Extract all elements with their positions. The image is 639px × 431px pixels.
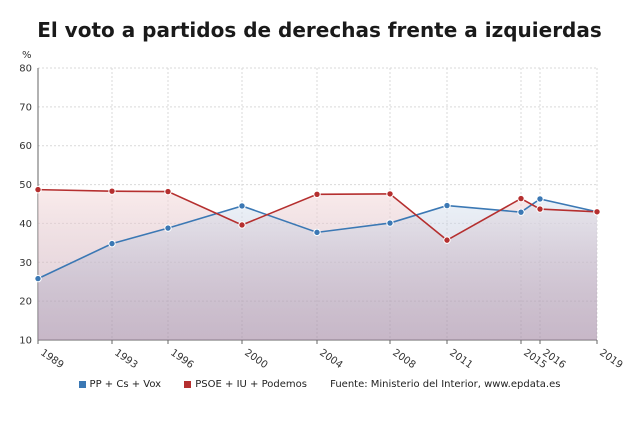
series-line-right <box>37 198 598 280</box>
y-tick-label-20: 20 <box>19 297 32 308</box>
point-right-2000 <box>238 202 246 210</box>
series-line-left <box>37 188 598 242</box>
x-tick-label-1989: 1989 <box>38 347 65 371</box>
x-tick-label-2008: 2008 <box>390 347 417 371</box>
x-tick-label-2004: 2004 <box>317 347 344 371</box>
point-right-2004 <box>313 228 321 237</box>
y-tick-label-60: 60 <box>19 141 32 152</box>
legend-item-left: PSOE + IU + Podemos <box>184 379 310 390</box>
y-tick-label-40: 40 <box>19 219 32 230</box>
legend-label-left: PSOE + IU + Podemos <box>195 379 307 390</box>
point-left-1989 <box>34 185 42 194</box>
x-tick-label-2011: 2011 <box>447 347 474 371</box>
x-tick-label-2019: 2019 <box>597 347 624 371</box>
legend-swatch-left <box>184 380 192 388</box>
point-right-1993 <box>108 239 116 248</box>
x-tick-label-1996: 1996 <box>168 347 195 371</box>
point-left-1993 <box>108 187 116 195</box>
legend-swatch-right <box>78 380 86 388</box>
y-tick-label-70: 70 <box>19 102 32 113</box>
point-left-2011 <box>443 236 451 244</box>
legend-label-right: PP + Cs + Vox <box>89 379 162 390</box>
point-left-2019 <box>593 208 601 216</box>
point-right-2015 <box>517 208 525 216</box>
point-right-1989 <box>34 274 42 283</box>
x-tick-label-1993: 1993 <box>112 347 139 371</box>
point-left-2016 <box>536 205 544 213</box>
x-tick-label-2000: 2000 <box>242 347 269 371</box>
point-left-1996 <box>164 187 172 196</box>
y-axis-label: % <box>22 50 32 61</box>
legend-item-right: PP + Cs + Vox <box>78 379 165 390</box>
point-left-2000 <box>238 221 246 229</box>
y-tick-label-50: 50 <box>19 180 32 191</box>
y-tick-label-80: 80 <box>19 64 32 75</box>
point-left-2015 <box>517 194 525 203</box>
chart-title: El voto a partidos de derechas frente a … <box>37 18 602 42</box>
source-note: Fuente: Ministerio del Interior, www.epd… <box>330 379 561 390</box>
point-right-1996 <box>164 224 172 232</box>
legend: PP + Cs + Vox PSOE + IU + Podemos Fuente… <box>0 379 639 390</box>
point-right-2008 <box>386 219 394 227</box>
y-tick-label-10: 10 <box>19 336 32 347</box>
y-tick-label-30: 30 <box>19 258 32 269</box>
point-right-2011 <box>443 201 451 210</box>
point-right-2016 <box>536 195 544 203</box>
point-left-2008 <box>386 190 394 198</box>
point-left-2004 <box>313 190 321 198</box>
